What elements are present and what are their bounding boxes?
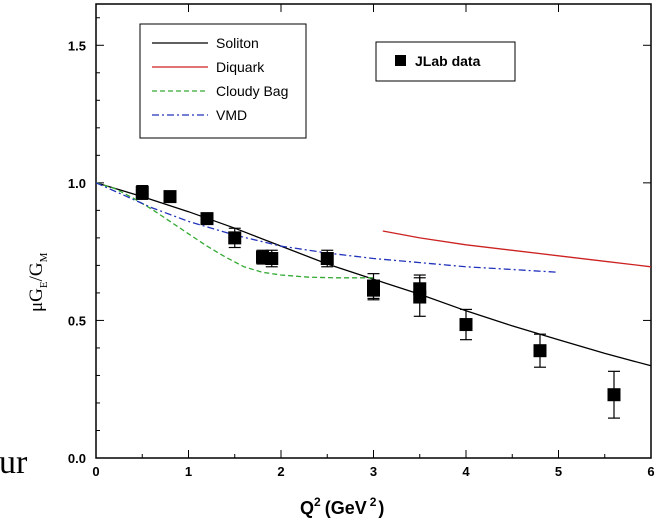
data-point	[533, 344, 547, 358]
x-tick-label: 4	[462, 464, 470, 479]
data-point	[200, 212, 214, 226]
series-line-vmd	[95, 182, 559, 273]
data-point	[607, 388, 621, 402]
x-tick-label: 0	[92, 464, 99, 479]
series-line-diquark	[382, 230, 652, 268]
legend-lines	[152, 42, 208, 116]
legend-label-vmd: VMD	[216, 107, 247, 123]
y-tick-label: 0.5	[68, 313, 86, 328]
data-points	[135, 185, 621, 419]
y-tick-label: 0.0	[68, 451, 86, 466]
x-tick-label: 3	[370, 464, 377, 479]
data-point	[367, 283, 380, 297]
legend-box: Soliton Diquark Cloudy Bag VMD	[139, 23, 307, 139]
cutoff-text-fragment: ur	[0, 444, 28, 481]
data-point	[320, 252, 334, 266]
data-point	[135, 185, 149, 199]
data-point	[228, 231, 242, 245]
data-point	[413, 290, 427, 304]
data-point	[163, 190, 177, 204]
series-line-cloudy-bag	[95, 182, 374, 279]
data-legend-label: JLab data	[415, 53, 481, 69]
svg-text:μGE/GM: μGE/GM	[26, 252, 50, 312]
legend-label-cloudy-bag: Cloudy Bag	[216, 83, 288, 99]
x-axis-label: Q2 (GeV 2)	[300, 495, 384, 518]
axis-ticks: 0 1 2 3 4 5 6 0.0 0.5 1.0 1.5	[68, 4, 655, 479]
x-tick-label: 5	[555, 464, 562, 479]
data-point	[459, 318, 473, 332]
y-tick-label: 1.5	[68, 38, 86, 53]
y-tick-label: 1.0	[68, 176, 86, 191]
data-point	[265, 252, 279, 266]
x-tick-label: 2	[277, 464, 284, 479]
legend-label-soliton: Soliton	[216, 35, 259, 51]
data-legend-box: JLab data	[375, 41, 516, 82]
x-tick-label: 1	[185, 464, 192, 479]
x-tick-label: 6	[647, 464, 654, 479]
legend-label-diquark: Diquark	[216, 59, 265, 75]
data-legend-marker	[395, 55, 406, 66]
y-axis-label: μGE/GM	[26, 252, 50, 312]
